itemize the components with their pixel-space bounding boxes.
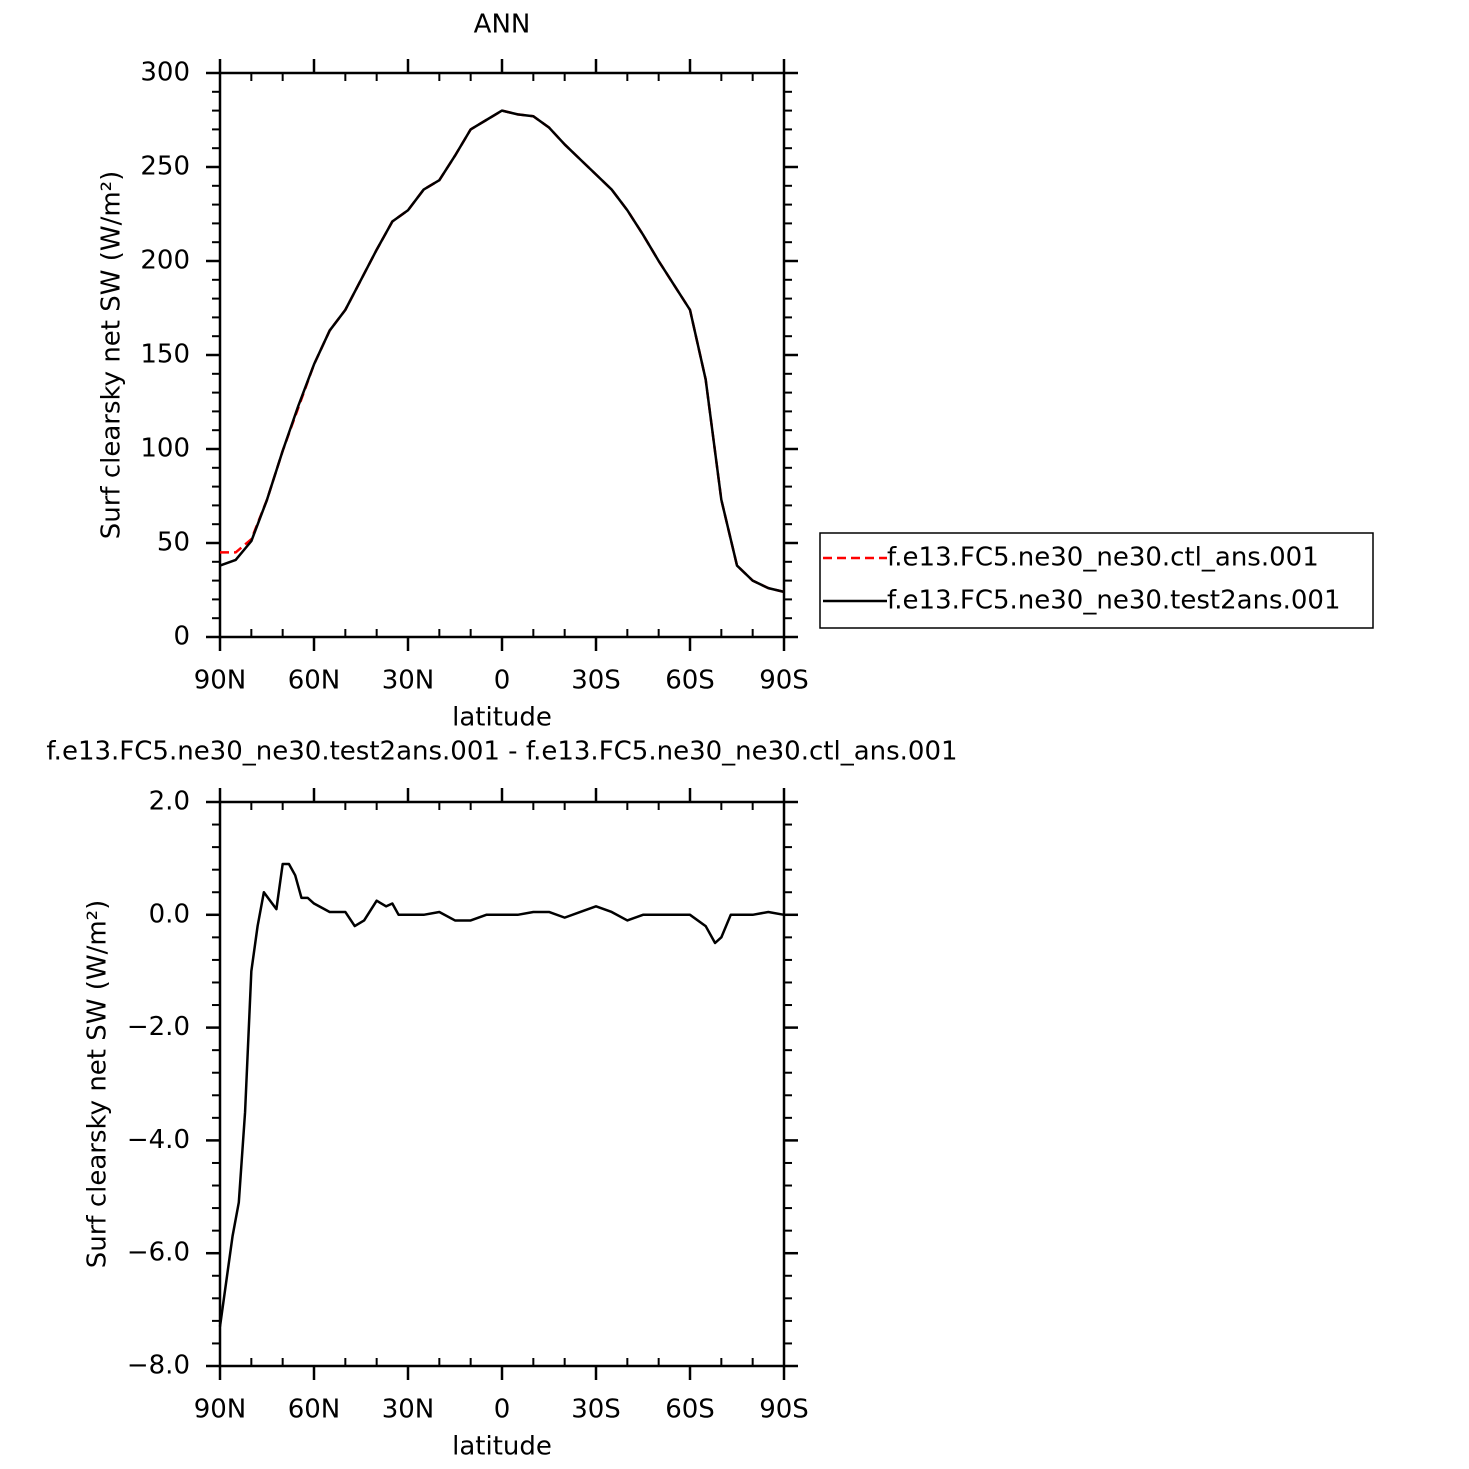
x-tick-label: 90S: [759, 1395, 809, 1425]
x-tick-label: 0: [494, 1395, 511, 1425]
y-tick-label: 0: [173, 622, 190, 652]
plot-frame: [218, 800, 786, 1368]
chart-title: ANN: [474, 10, 531, 40]
plot-frame: [218, 71, 786, 639]
y-axis-label: Surf clearsky net SW (W/m²): [97, 171, 127, 539]
y-axis-label: Surf clearsky net SW (W/m²): [83, 900, 113, 1268]
x-axis-label: latitude: [452, 703, 552, 733]
x-tick-label: 90N: [194, 666, 247, 696]
chart-title: f.e13.FC5.ne30_ne30.test2ans.001 - f.e13…: [46, 737, 957, 767]
x-tick-label: 30N: [382, 666, 435, 696]
x-tick-label: 90S: [759, 666, 809, 696]
y-tick-label: 100: [140, 434, 190, 464]
y-tick-label: −4.0: [127, 1125, 190, 1155]
y-tick-label: 300: [140, 58, 190, 88]
x-tick-label: 30N: [382, 1395, 435, 1425]
y-tick-label: 150: [140, 340, 190, 370]
x-tick-label: 60N: [288, 1395, 341, 1425]
x-axis-label: latitude: [452, 1432, 552, 1462]
y-tick-label: 0.0: [149, 899, 190, 929]
legend-label: f.e13.FC5.ne30_ne30.test2ans.001: [887, 586, 1341, 616]
x-tick-label: 60S: [665, 1395, 715, 1425]
y-tick-label: 50: [157, 528, 190, 558]
x-tick-label: 30S: [571, 1395, 621, 1425]
legend-label: f.e13.FC5.ne30_ne30.ctl_ans.001: [887, 543, 1319, 573]
y-tick-label: 200: [140, 246, 190, 276]
data-line: [219, 109, 785, 594]
legend-box: [819, 532, 1374, 629]
y-tick-label: 250: [140, 152, 190, 182]
x-tick-label: 60N: [288, 666, 341, 696]
y-tick-label: −2.0: [127, 1012, 190, 1042]
x-tick-label: 90N: [194, 1395, 247, 1425]
y-tick-label: 2.0: [149, 787, 190, 817]
y-tick-label: −8.0: [127, 1351, 190, 1381]
x-tick-label: 30S: [571, 666, 621, 696]
x-tick-label: 60S: [665, 666, 715, 696]
x-tick-label: 0: [494, 666, 511, 696]
y-tick-label: −6.0: [127, 1238, 190, 1268]
data-line: [218, 862, 785, 1327]
